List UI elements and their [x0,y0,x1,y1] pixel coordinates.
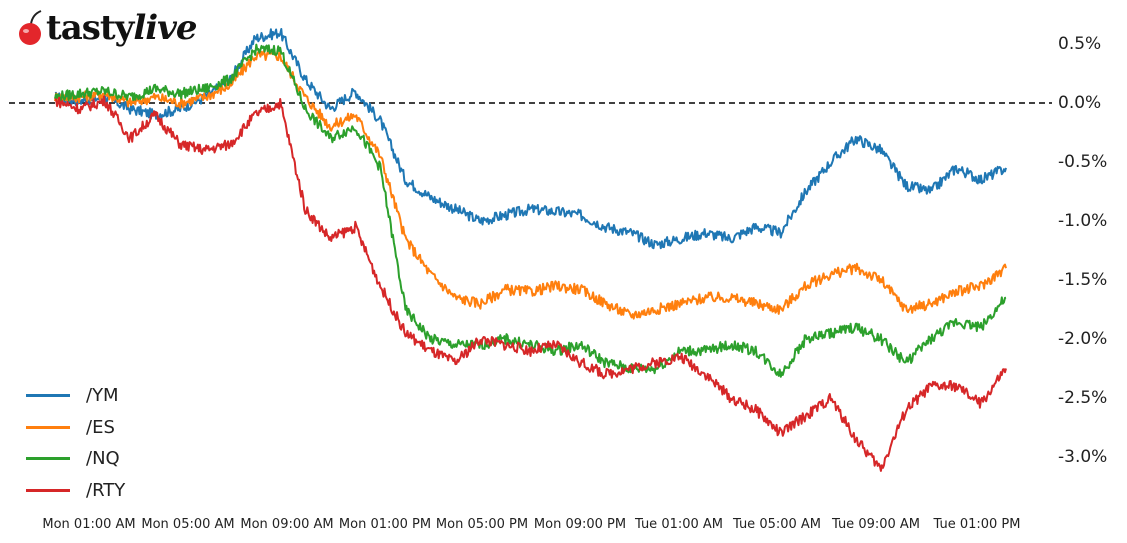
legend-label: /NQ [86,448,120,470]
legend-label: /ES [86,416,115,438]
legend-item: /YM [26,380,125,412]
brand-logo: tastylive [16,6,198,50]
x-tick-label: Tue 05:00 AM [732,517,822,532]
y-tick-label: -2.5% [1058,388,1108,408]
series-line-rty [54,95,1007,472]
x-tick-label: Mon 01:00 PM [338,517,432,532]
x-tick-label: Mon 05:00 PM [435,517,529,532]
legend-item: /ES [26,412,125,444]
legend-item: /NQ [26,443,125,475]
x-axis: Mon 01:00 AM Mon 05:00 AM Mon 09:00 AM Mon … [0,517,1127,537]
y-tick-label: 0.0% [1058,93,1102,113]
x-tick-label: Mon 09:00 AM [240,517,334,532]
legend: /YM/ES/NQ/RTY [26,380,125,506]
legend-swatch [26,488,70,492]
legend-label: /YM [86,385,119,407]
series-lines [54,28,1007,472]
series-line-nq [54,43,1007,378]
legend-label: /RTY [86,479,126,501]
cherry-icon [19,10,42,45]
series-line-es [54,50,1007,320]
y-tick-label: -1.5% [1058,270,1108,290]
series-line-ym [54,28,1007,250]
y-tick-label: 0.5% [1058,34,1102,54]
brand-name-italic: live [133,8,197,48]
x-tick-label: Mon 09:00 PM [533,517,627,532]
x-tick-label: Tue 09:00 AM [831,517,921,532]
y-tick-label: -3.0% [1058,447,1108,467]
legend-swatch [26,457,70,461]
legend-swatch [26,394,70,398]
legend-swatch [26,425,70,429]
y-tick-label: -0.5% [1058,152,1108,172]
brand-name-bold: tasty [46,8,134,48]
legend-item: /RTY [26,475,125,507]
y-tick-label: -1.0% [1058,211,1108,231]
brand-name: tastylive [46,8,198,48]
x-tick-label: Mon 01:00 AM [42,517,136,532]
x-tick-label: Mon 05:00 AM [141,517,235,532]
x-tick-label: Tue 01:00 AM [634,517,724,532]
y-tick-label: -2.0% [1058,329,1108,349]
x-tick-label: Tue 01:00 PM [933,517,1021,532]
